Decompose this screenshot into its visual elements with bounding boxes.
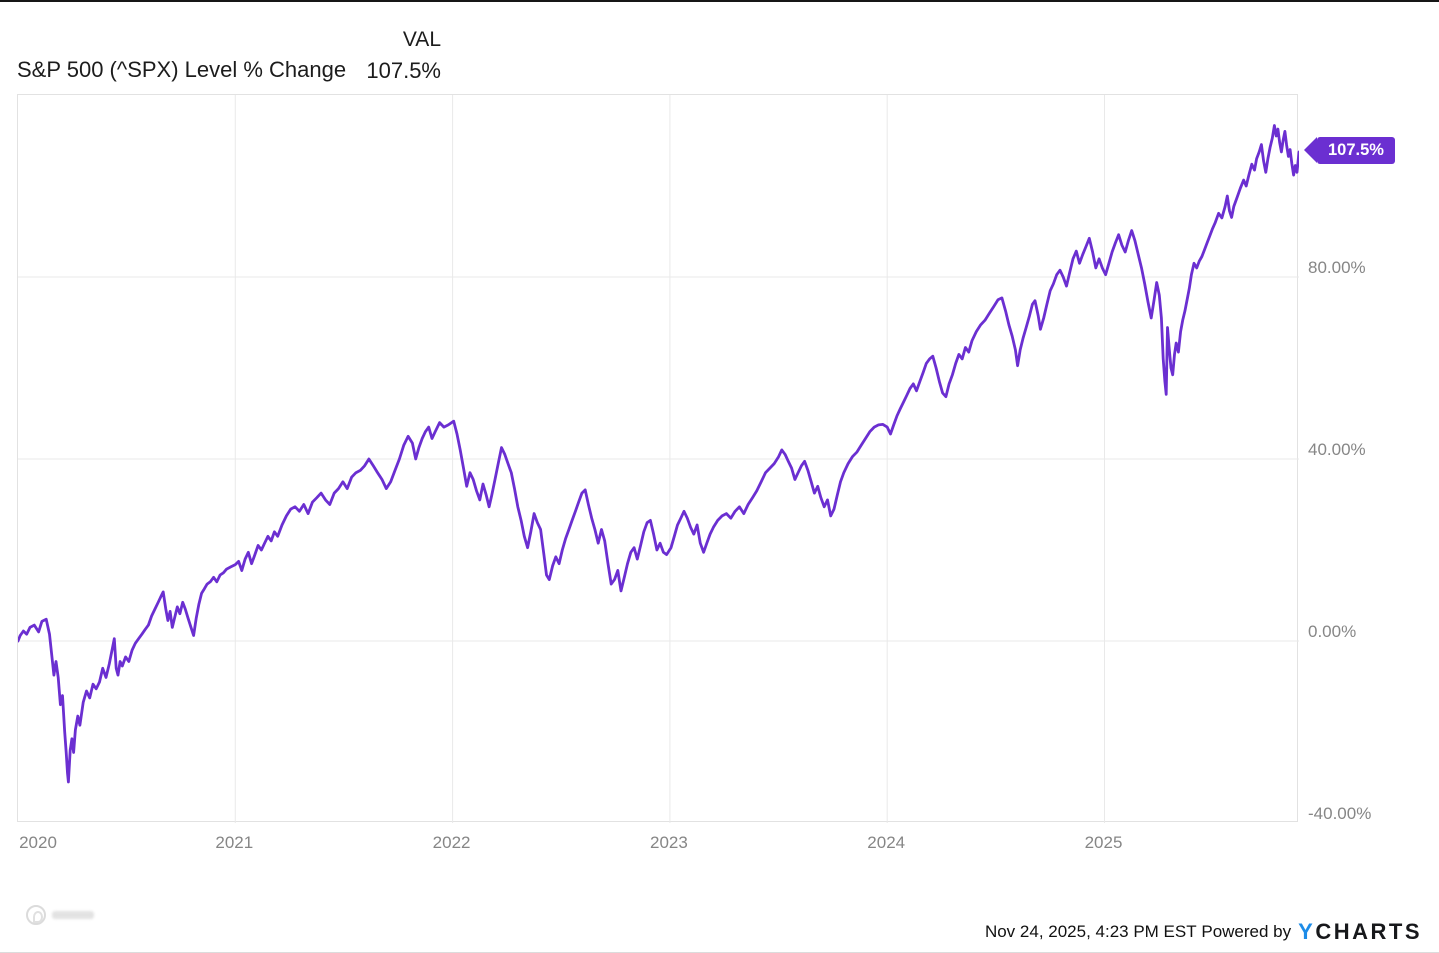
x-axis-tick-label: 2022 — [432, 833, 471, 852]
watermark-text-illegible — [52, 911, 94, 919]
latest-value-badge: 107.5% — [1304, 137, 1395, 165]
line-chart-svg — [18, 95, 1299, 823]
val-column-header: VAL — [402, 28, 441, 51]
footer: Nov 24, 2025, 4:23 PM EST Powered by Y CH… — [985, 919, 1422, 945]
y-axis-tick-label: 0.00% — [1308, 622, 1357, 641]
val-column-value: 107.5% — [366, 58, 441, 83]
y-axis-tick-label: -40.00% — [1308, 804, 1372, 823]
chart-title: S&P 500 (^SPX) Level % Change — [17, 57, 347, 82]
y-axis-tick-label: 80.00% — [1308, 258, 1366, 277]
footer-timestamp-and-credit: Nov 24, 2025, 4:23 PM EST Powered by — [985, 922, 1291, 942]
watermark — [26, 905, 94, 925]
watermark-logo-icon — [26, 905, 46, 925]
x-axis-tick-label: 2023 — [649, 833, 688, 852]
powered-by-label: Powered by — [1201, 922, 1292, 941]
ycharts-wordmark: CHARTS — [1315, 919, 1422, 944]
ycharts-logo: Y CHARTS — [1298, 919, 1422, 945]
y-axis-tick-label: 40.00% — [1308, 440, 1366, 459]
x-axis-tick-label: 2020 — [19, 833, 57, 852]
x-axis-tick-label: 2021 — [215, 833, 254, 852]
sp500-series-line — [18, 124, 1299, 784]
ycharts-y-mark: Y — [1298, 919, 1316, 944]
x-axis-tick-label: 2025 — [1084, 833, 1123, 852]
timestamp: Nov 24, 2025, 4:23 PM EST — [984, 922, 1197, 941]
gridlines — [18, 95, 1299, 823]
x-axis-tick-label: 2024 — [867, 833, 906, 852]
plot-area[interactable] — [17, 94, 1299, 823]
